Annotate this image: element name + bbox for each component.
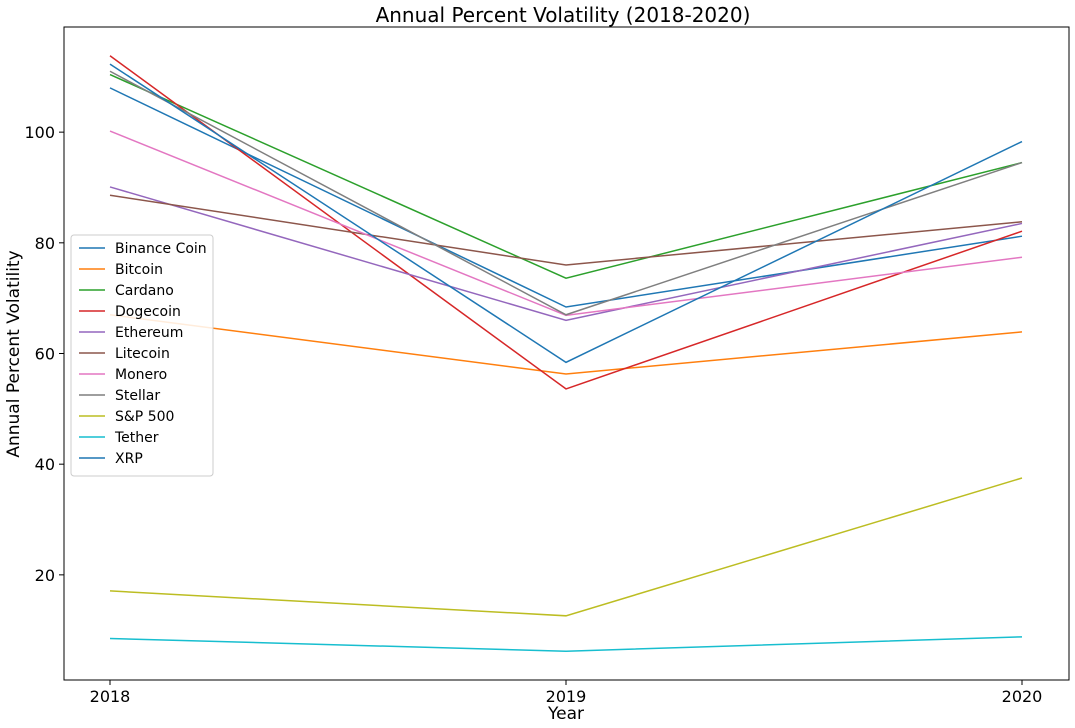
x-tick-label: 2018 bbox=[90, 687, 131, 706]
chart-title: Annual Percent Volatility (2018-2020) bbox=[376, 3, 751, 27]
x-tick-label: 2019 bbox=[546, 687, 587, 706]
legend-label: Tether bbox=[114, 430, 159, 446]
series-line bbox=[109, 55, 1023, 390]
series-line bbox=[109, 70, 1023, 316]
series-line bbox=[109, 87, 1023, 308]
series-line bbox=[109, 186, 1023, 322]
legend-label: Cardano bbox=[115, 283, 174, 299]
series-line bbox=[109, 73, 1023, 280]
legend-label: Dogecoin bbox=[115, 304, 181, 320]
y-axis-label: Annual Percent Volatility bbox=[4, 250, 24, 457]
y-axis: 20 40 60 80 100 bbox=[24, 123, 64, 585]
legend-label: S&P 500 bbox=[115, 409, 174, 425]
series-line bbox=[109, 636, 1023, 652]
x-axis: 2018 2019 2020 bbox=[90, 680, 1043, 706]
series-line bbox=[109, 194, 1023, 266]
series-line bbox=[109, 314, 1023, 375]
legend-box bbox=[70, 234, 214, 477]
legend-label: Binance Coin bbox=[115, 241, 207, 257]
plot-frame bbox=[63, 26, 1070, 681]
legend-label: Ethereum bbox=[115, 325, 183, 341]
series-lines bbox=[109, 55, 1023, 652]
legend-label: Litecoin bbox=[115, 346, 170, 362]
x-tick-label: 2020 bbox=[1002, 687, 1043, 706]
y-tick-label: 60 bbox=[35, 345, 55, 364]
series-line bbox=[109, 63, 1023, 364]
y-tick-label: 20 bbox=[35, 566, 55, 585]
y-tick-label: 80 bbox=[35, 234, 55, 253]
series-line bbox=[109, 477, 1023, 617]
y-tick-label: 100 bbox=[24, 123, 55, 142]
legend-label: Bitcoin bbox=[115, 262, 163, 278]
series-line bbox=[109, 130, 1023, 317]
legend-label: Monero bbox=[115, 367, 167, 383]
legend-label: Stellar bbox=[115, 388, 160, 404]
y-tick-label: 40 bbox=[35, 455, 55, 474]
legend: Binance Coin Bitcoin Cardano Dogecoin Ethere… bbox=[70, 234, 214, 477]
x-axis-label: Year bbox=[547, 704, 584, 724]
legend-label: XRP bbox=[115, 451, 143, 467]
